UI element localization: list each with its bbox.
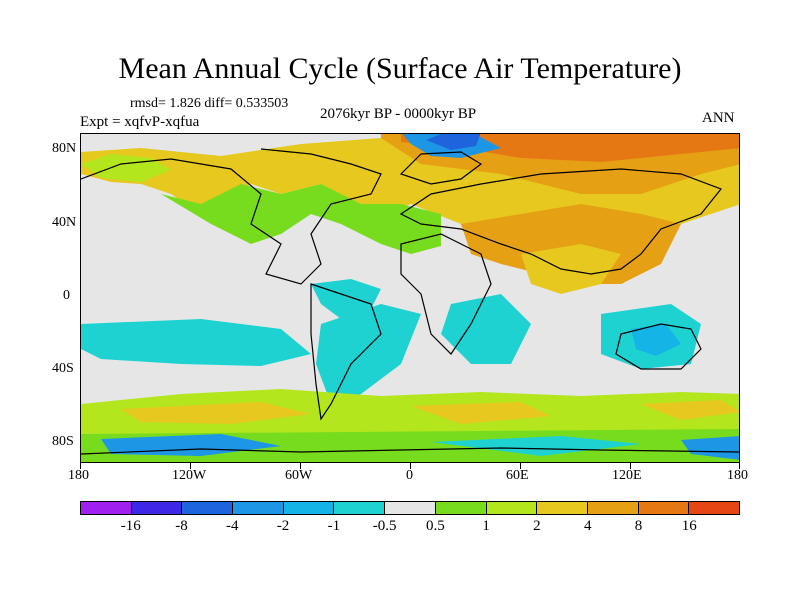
colorbar-label-8: 2 <box>533 518 541 534</box>
north-america-coast <box>81 148 382 285</box>
colorbar-label-6: 0.5 <box>426 518 445 534</box>
antarctica-coast <box>81 447 739 455</box>
greenland-coast <box>399 151 483 185</box>
period-label: 2076kyr BP - 0000kyr BP <box>320 106 477 122</box>
antarctic-cooling-3 <box>681 436 739 460</box>
colorbar-swatch-9 <box>537 502 588 514</box>
lat-label-40s: 40S <box>52 361 74 376</box>
season-label: ANN <box>702 110 735 126</box>
colorbar-swatch-6 <box>385 502 436 514</box>
colorbar-label-4: -1 <box>327 518 341 534</box>
southern-warming-patch-1 <box>121 402 311 424</box>
colorbar-label-1: -8 <box>175 518 188 534</box>
lon-label-180w: 180 <box>68 468 89 483</box>
colorbar-swatch-4 <box>283 502 335 514</box>
south-america-coast <box>310 283 382 421</box>
colorbar-swatch-1 <box>131 502 183 514</box>
colorbar-label-5: -0.5 <box>372 518 397 534</box>
greenland-strong-cooling <box>426 134 481 150</box>
africa-coast <box>400 233 492 355</box>
colorbar-label-10: 8 <box>634 518 643 534</box>
lat-label-0: 0 <box>63 288 70 303</box>
colorbar-label-11: 16 <box>681 518 697 534</box>
temperature-map <box>80 133 740 463</box>
colorbar-swatch-2 <box>182 502 234 514</box>
lon-tick-60w <box>300 463 301 469</box>
australia-strong-cooling <box>631 324 681 356</box>
tropical-atlantic-cooling <box>311 279 381 319</box>
eurasia-coast <box>399 168 722 275</box>
coastlines <box>81 148 739 455</box>
colorbar-swatch-10 <box>587 502 639 514</box>
lon-label-60e: 60E <box>506 468 529 483</box>
lon-label-120w: 120W <box>172 468 207 483</box>
lon-tick-120e <box>630 463 631 469</box>
colorbar-swatch-8 <box>486 502 538 514</box>
australia-coast <box>615 323 702 370</box>
south-asia-field <box>521 244 621 294</box>
colorbar-label-0: -16 <box>120 518 141 534</box>
colorbar-label-9: 4 <box>583 518 592 534</box>
lat-label-40n: 40N <box>52 215 77 230</box>
colorbar-label-2: -4 <box>226 518 239 534</box>
lon-tick-120w <box>190 463 191 469</box>
southern-ocean-band <box>81 389 739 434</box>
colorbar-swatch-0 <box>81 502 132 514</box>
chart-title: Mean Annual Cycle (Surface Air Temperatu… <box>118 52 682 85</box>
indian-ocean-cooling <box>441 294 531 364</box>
colorbar-swatch-3 <box>233 502 284 514</box>
antarctic-cooling-2 <box>431 436 641 456</box>
lat-label-80s: 80S <box>52 434 74 449</box>
colorbar <box>80 501 740 515</box>
lon-tick-0 <box>410 463 411 469</box>
south-pacific-cooling <box>81 319 311 366</box>
map-field <box>81 134 739 462</box>
colorbar-label-7: 1 <box>482 518 490 534</box>
lon-label-180e: 180 <box>727 468 748 483</box>
stats-text: rmsd= 1.826 diff= 0.533503 <box>130 96 289 111</box>
southern-warming-patch-2 <box>411 402 551 424</box>
lon-tick-180w <box>80 463 81 469</box>
lon-label-0: 0 <box>406 468 413 483</box>
colorbar-swatch-11 <box>638 502 690 514</box>
lat-label-80n: 80N <box>52 141 77 156</box>
lon-label-60w: 60W <box>285 468 313 483</box>
colorbar-swatch-12 <box>689 502 739 514</box>
antarctic-field <box>81 429 739 462</box>
colorbar-label-3: -2 <box>276 518 290 534</box>
lon-tick-180e <box>739 463 740 469</box>
southern-warming-patch-3 <box>641 400 739 420</box>
northern-green-field <box>161 184 441 254</box>
south-america-cooling <box>316 304 421 404</box>
experiment-label: Expt = xqfvP-xqfua <box>80 114 200 130</box>
lon-tick-60e <box>520 463 521 469</box>
asia-warming <box>461 204 681 284</box>
lon-label-120e: 120E <box>612 468 642 483</box>
colorbar-swatch-5 <box>334 502 386 514</box>
colorbar-swatch-7 <box>435 502 487 514</box>
